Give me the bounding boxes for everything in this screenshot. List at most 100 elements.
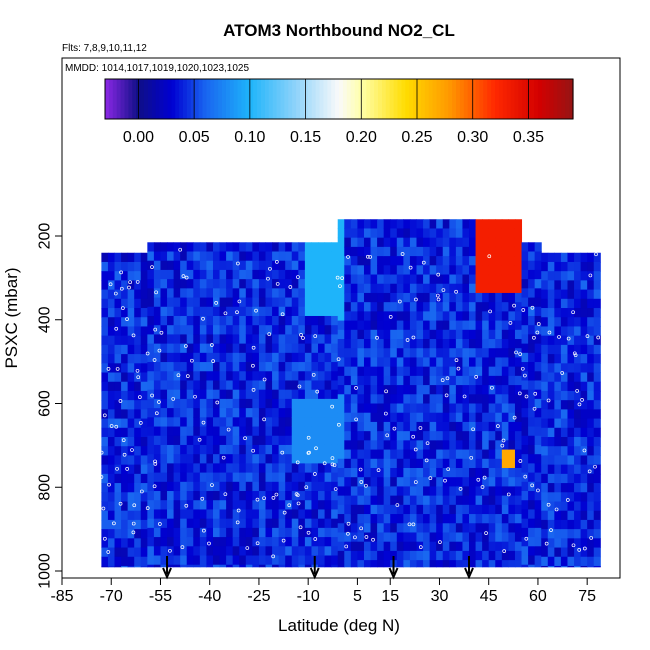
heatmap-cell <box>153 260 161 271</box>
heatmap-cell <box>258 352 267 363</box>
heatmap-cell <box>272 444 280 455</box>
heatmap-cell <box>134 354 142 364</box>
heatmap-cell <box>528 408 536 418</box>
heatmap-cell <box>298 463 306 474</box>
heatmap-cell <box>173 527 181 538</box>
sample-point <box>500 443 505 448</box>
sample-point <box>255 497 260 502</box>
heatmap-cell <box>547 298 555 309</box>
heatmap-cell <box>337 348 345 358</box>
heatmap-cell <box>508 246 516 257</box>
heatmap-cell <box>462 274 470 285</box>
colorbar-swatch <box>456 79 461 119</box>
heatmap-cell <box>357 348 365 358</box>
heatmap-cell <box>153 408 161 418</box>
heatmap-cell <box>482 532 490 543</box>
heatmap-cell <box>278 325 286 335</box>
heatmap-cell <box>265 564 273 568</box>
heatmap-cell <box>337 375 345 386</box>
heatmap-cell <box>455 256 463 266</box>
heatmap-cell <box>258 389 267 400</box>
heatmap-cell <box>455 514 463 524</box>
heatmap-cell <box>252 444 260 455</box>
heatmap-cell <box>337 283 345 294</box>
sample-point <box>333 487 338 491</box>
heatmap-cell <box>153 352 161 363</box>
heatmap-cell <box>331 251 339 262</box>
heatmap-cell <box>475 302 483 312</box>
heatmap-cell <box>488 431 496 441</box>
heatmap-cell <box>232 380 240 391</box>
heatmap-cell <box>554 400 562 410</box>
heatmap-cell <box>475 403 483 414</box>
heatmap-cell <box>232 518 240 529</box>
heatmap-cell <box>180 537 188 547</box>
colorbar-swatch <box>510 79 516 119</box>
heatmap-cell <box>377 440 385 451</box>
heatmap-cell <box>442 394 450 404</box>
heatmap-cell <box>127 501 135 512</box>
heatmap-cell <box>232 564 240 568</box>
heatmap-cell <box>521 343 529 354</box>
heatmap-cell <box>357 514 365 524</box>
heatmap-cell <box>560 556 568 567</box>
heatmap-cell <box>232 435 240 446</box>
heatmap-cell <box>436 237 444 248</box>
heatmap-cell <box>521 491 529 501</box>
heatmap-cell <box>593 473 601 484</box>
heatmap-cell <box>363 458 372 469</box>
heatmap-cell <box>528 435 536 446</box>
heatmap-cell <box>469 523 477 533</box>
heatmap-cell <box>508 532 516 543</box>
heatmap-cell <box>193 269 201 280</box>
heatmap-cell <box>134 390 142 401</box>
heatmap-cell <box>318 380 326 391</box>
heatmap-cell <box>449 339 457 349</box>
heatmap-cell <box>514 504 523 515</box>
heatmap-cell <box>514 375 523 386</box>
heatmap-cell <box>455 228 463 239</box>
heatmap-cell <box>344 385 352 395</box>
profile-arrow-head <box>388 567 399 580</box>
heatmap-cell <box>541 335 549 346</box>
sample-point <box>297 384 302 389</box>
heatmap-cell <box>442 320 450 331</box>
heatmap-cell <box>547 372 555 383</box>
heatmap-cell <box>363 394 372 404</box>
heatmap-cell <box>160 297 168 308</box>
heatmap-cell <box>574 326 582 337</box>
heatmap-cell <box>140 298 148 309</box>
sample-point <box>517 391 522 396</box>
heatmap-cell <box>528 500 536 510</box>
sample-point <box>137 395 142 399</box>
heatmap-cell <box>337 458 345 469</box>
heatmap-cell <box>390 504 398 515</box>
heatmap-cell <box>416 449 424 460</box>
heatmap-cell <box>127 372 135 383</box>
colorbar-swatch <box>194 79 200 119</box>
heatmap-cell <box>206 389 214 400</box>
heatmap-cell <box>193 371 201 381</box>
heatmap-cell <box>416 486 424 497</box>
heatmap-cell <box>226 269 234 280</box>
heatmap-cell <box>160 426 168 437</box>
heatmap-cell <box>304 306 312 317</box>
heatmap-cell <box>429 246 437 257</box>
heatmap-cell <box>278 242 286 252</box>
heatmap-cell <box>403 486 411 497</box>
heatmap-cell <box>469 256 477 266</box>
heatmap-cell <box>409 486 417 497</box>
x-axis-label: Latitude (deg N) <box>278 616 400 635</box>
heatmap-cell <box>337 486 345 497</box>
heatmap-cell <box>331 334 339 345</box>
heatmap-cell <box>580 565 588 568</box>
heatmap-cell <box>534 426 542 437</box>
colorbar-swatch <box>553 79 558 119</box>
heatmap-cell <box>357 246 365 257</box>
heatmap-cell <box>147 518 155 529</box>
heatmap-cell <box>514 467 523 478</box>
colorbar-swatch <box>253 79 258 119</box>
heatmap-cell <box>528 343 536 354</box>
heatmap-cell <box>285 555 293 566</box>
sample-point <box>171 397 176 401</box>
